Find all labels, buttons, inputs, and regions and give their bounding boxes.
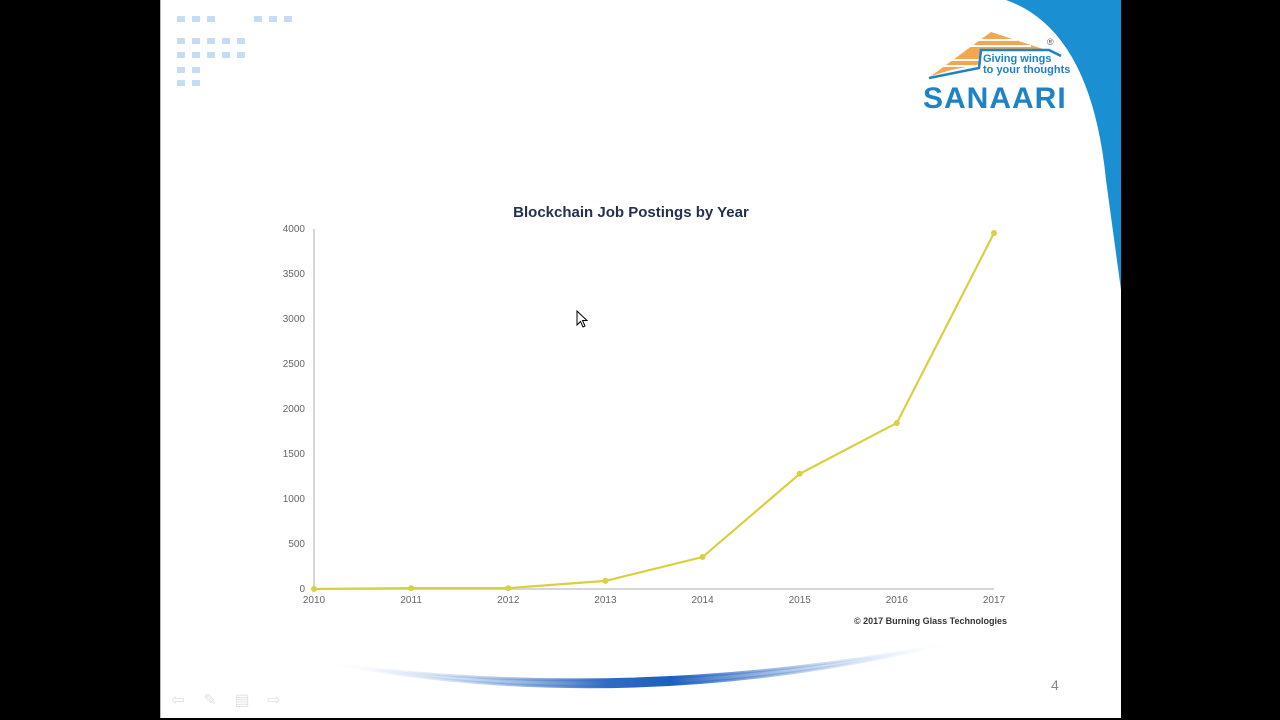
data-point	[505, 585, 512, 592]
x-tick-label: 2016	[886, 595, 909, 606]
slide: ® Giving wings to your thoughts SANAARI …	[160, 0, 1121, 718]
page-number: 4	[1051, 677, 1059, 693]
y-tick-label: 2000	[283, 404, 306, 415]
chart-title: Blockchain Job Postings by Year	[513, 204, 749, 221]
y-tick-label: 3000	[283, 314, 306, 325]
x-tick-label: 2011	[400, 595, 422, 606]
y-tick-label: 1500	[283, 449, 306, 460]
data-point	[408, 585, 415, 592]
y-tick-label: 500	[288, 539, 305, 550]
x-tick-label: 2012	[497, 595, 520, 606]
mouse-cursor-icon	[576, 310, 589, 328]
x-tick-label: 2013	[594, 595, 617, 606]
slideshow-nav: ⇦ ✎ ▤ ⇨	[169, 690, 283, 710]
arrow-right-icon[interactable]: ⇨	[267, 692, 281, 709]
data-point	[311, 586, 317, 592]
line-chart: 0 500 1000 1500 2000 2500 3000 3500 4000 2010 2011…	[283, 224, 1006, 606]
data-point	[602, 577, 609, 584]
logo-name: SANAARI	[923, 82, 1067, 115]
arrow-left-icon[interactable]: ⇦	[171, 692, 185, 709]
data-point	[796, 470, 803, 477]
y-tick-label: 2500	[283, 359, 306, 370]
sanaari-logo: ® Giving wings to your thoughts SANAARI	[921, 24, 1081, 119]
x-tick-label: 2010	[303, 595, 326, 606]
y-tick-label: 1000	[283, 494, 306, 505]
logo-roof-icon	[928, 32, 1062, 80]
y-tick-label: 0	[299, 584, 305, 595]
menu-icon[interactable]: ▤	[234, 692, 250, 709]
x-tick-label: 2015	[789, 595, 812, 606]
chart-credit: © 2017 Burning Glass Technologies	[853, 616, 1007, 626]
x-tick-label: 2017	[983, 595, 1006, 606]
y-tick-label: 4000	[283, 224, 306, 235]
pen-icon[interactable]: ✎	[203, 692, 217, 709]
data-point	[699, 554, 706, 561]
series-line	[313, 232, 995, 591]
x-tick-label: 2014	[691, 595, 714, 606]
logo-tagline: Giving wings to your thoughts	[983, 53, 1071, 76]
data-point	[893, 419, 900, 426]
data-point	[991, 230, 997, 237]
y-tick-label: 3500	[283, 269, 306, 280]
registered-mark: ®	[1047, 37, 1054, 47]
